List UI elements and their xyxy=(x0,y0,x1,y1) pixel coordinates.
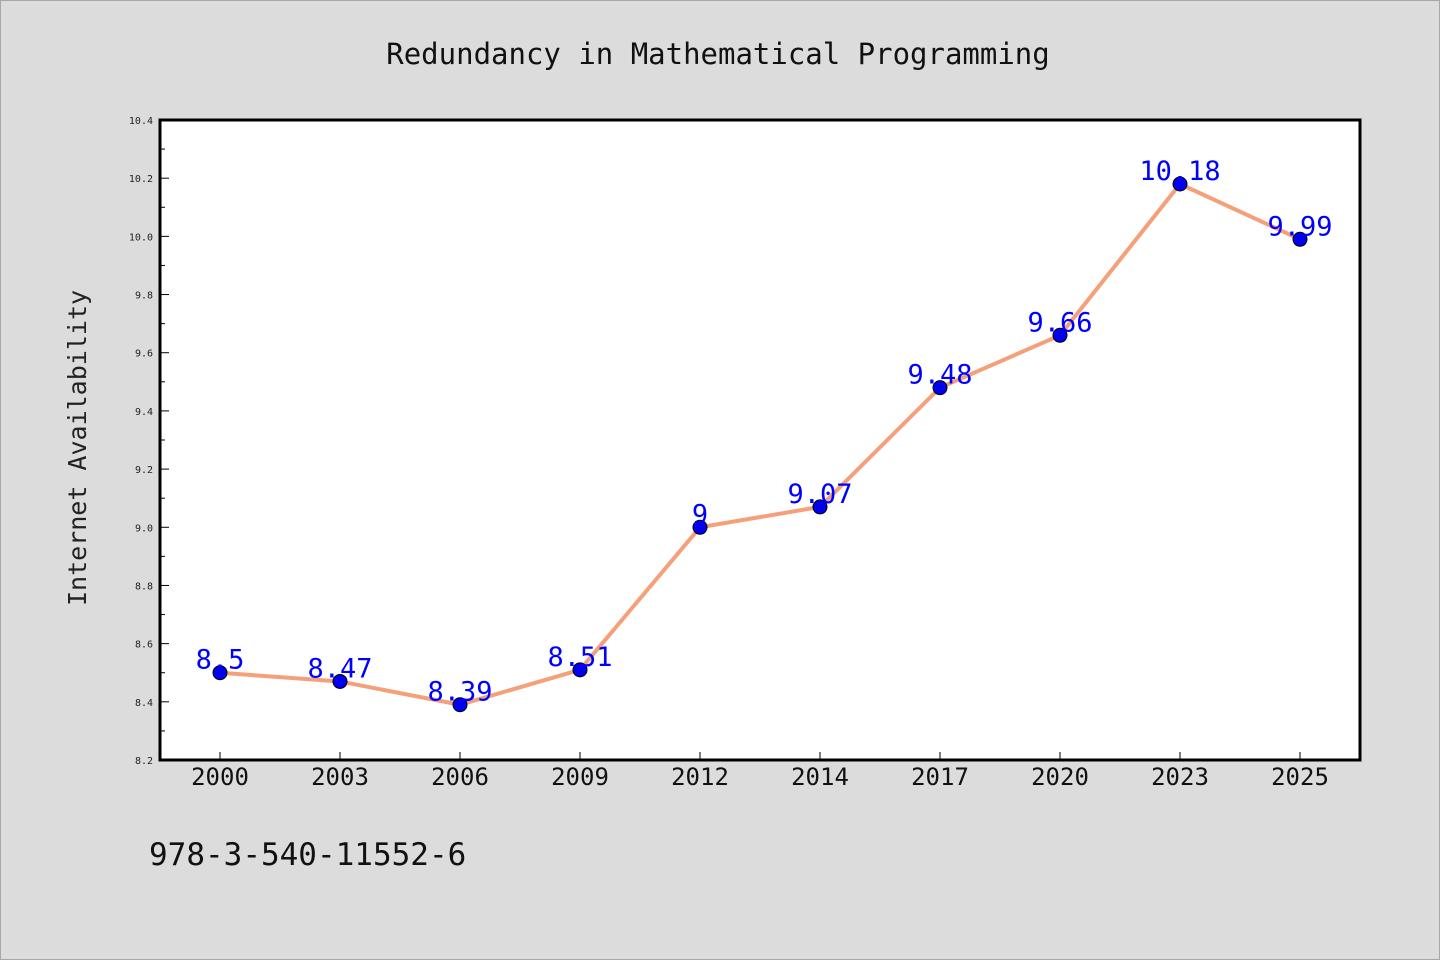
x-tick-label: 2009 xyxy=(551,763,609,791)
y-tick-label: 10.4 xyxy=(129,116,153,127)
y-tick-label: 8.6 xyxy=(135,640,153,651)
x-tick-label: 2003 xyxy=(311,763,369,791)
x-tick-label: 2012 xyxy=(671,763,729,791)
data-point xyxy=(332,673,348,689)
x-tick-label: 2014 xyxy=(791,763,849,791)
data-label: 9.66 xyxy=(1027,307,1092,338)
x-tick-label: 2000 xyxy=(191,763,249,791)
data-point xyxy=(1172,176,1188,192)
data-point xyxy=(212,665,228,681)
y-tick-label: 9.6 xyxy=(135,349,153,360)
data-point xyxy=(812,499,828,515)
data-point xyxy=(1292,231,1308,247)
x-axis: 2000 2003 2006 2009 2012 2014 2017 2020 2023 2025 xyxy=(191,752,1329,791)
y-tick-label: 10.2 xyxy=(129,174,153,185)
data-label: 8.39 xyxy=(427,677,492,708)
data-point xyxy=(692,519,708,535)
data-label: 10.18 xyxy=(1139,156,1220,187)
x-tick-label: 2023 xyxy=(1151,763,1209,791)
plot-frame xyxy=(158,118,1362,762)
y-tick-label: 8.8 xyxy=(135,581,153,592)
data-label: 8.5 xyxy=(196,645,245,676)
y-tick-label: 9.2 xyxy=(135,465,153,476)
y-tick-label: 9.4 xyxy=(135,407,153,418)
chart-title: Redundancy in Mathematical Programming xyxy=(386,37,1049,71)
data-label: 9.07 xyxy=(787,479,852,510)
x-tick-label: 2025 xyxy=(1271,763,1329,791)
data-label: 8.47 xyxy=(307,653,372,684)
data-label: 9.99 xyxy=(1267,211,1332,242)
series-layer: 8.5 8.47 8.39 8.51 9 9.07 9.48 9.66 10.18 9.99 xyxy=(196,156,1333,713)
data-label: 9.48 xyxy=(907,360,972,391)
data-point xyxy=(1052,327,1068,343)
y-tick-label: 9.0 xyxy=(135,523,153,534)
y-tick-label: 9.8 xyxy=(135,291,153,302)
data-point xyxy=(932,380,948,396)
y-tick-label: 8.2 xyxy=(135,756,153,767)
y-tick-label: 8.4 xyxy=(135,698,153,709)
series-line xyxy=(218,182,1302,707)
y-axis-label: Internet Availability xyxy=(63,290,92,606)
data-label: 8.51 xyxy=(547,642,612,673)
data-point xyxy=(572,662,588,678)
data-point xyxy=(452,697,468,713)
footer-text: 978-3-540-11552-6 xyxy=(149,837,466,873)
x-tick-label: 2006 xyxy=(431,763,489,791)
plot-area xyxy=(160,120,1360,760)
x-tick-label: 2020 xyxy=(1031,763,1089,791)
data-label: 9 xyxy=(692,499,708,530)
x-tick-label: 2017 xyxy=(911,763,969,791)
y-tick-label: 10.0 xyxy=(129,232,153,243)
